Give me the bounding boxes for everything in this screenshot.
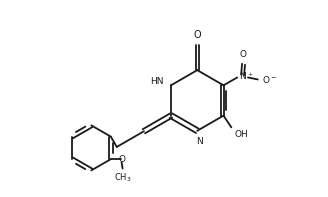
Text: N$^+$: N$^+$ [239, 71, 254, 82]
Text: CH$_3$: CH$_3$ [114, 171, 131, 184]
Text: O: O [239, 50, 246, 59]
Text: OH: OH [234, 130, 248, 139]
Text: O$^-$: O$^-$ [262, 74, 277, 85]
Text: HN: HN [150, 77, 163, 86]
Text: O: O [194, 30, 201, 40]
Text: O: O [118, 155, 125, 164]
Text: N: N [196, 137, 203, 146]
